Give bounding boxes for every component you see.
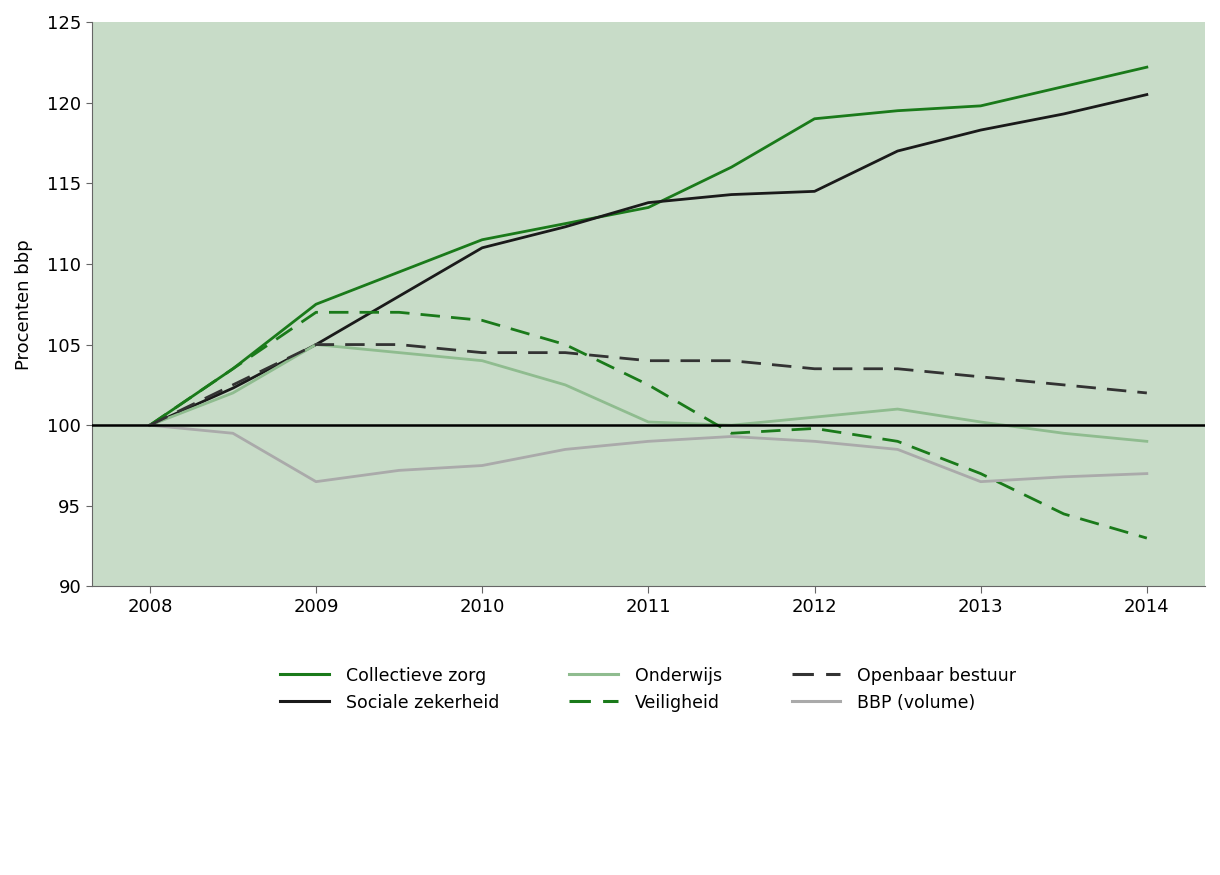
Y-axis label: Procenten bbp: Procenten bbp [15, 239, 33, 369]
Legend: Collectieve zorg, Sociale zekerheid, Onderwijs, Veiligheid, Openbaar bestuur, BB: Collectieve zorg, Sociale zekerheid, Ond… [273, 661, 1024, 719]
